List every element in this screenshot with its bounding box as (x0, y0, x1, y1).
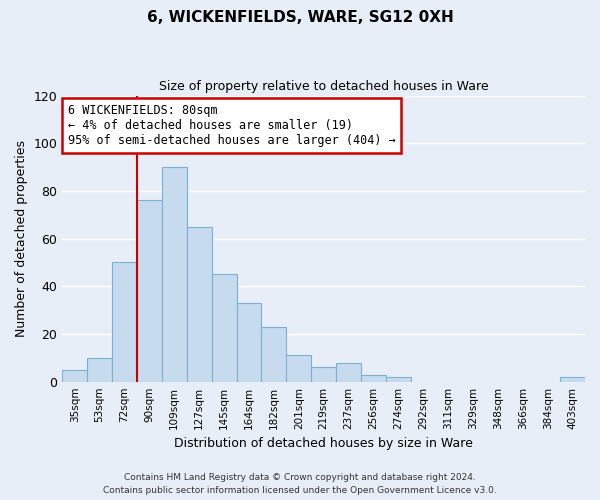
Bar (262, 327, 286, 382)
Title: Size of property relative to detached houses in Ware: Size of property relative to detached ho… (159, 80, 488, 93)
Bar (336, 362, 361, 382)
Bar (212, 274, 236, 382)
Bar (187, 226, 212, 382)
Bar (286, 356, 311, 382)
Bar (137, 200, 162, 382)
Bar (112, 262, 137, 382)
Bar (62, 370, 87, 382)
Text: 6 WICKENFIELDS: 80sqm
← 4% of detached houses are smaller (19)
95% of semi-detac: 6 WICKENFIELDS: 80sqm ← 4% of detached h… (68, 104, 395, 147)
Text: Contains HM Land Registry data © Crown copyright and database right 2024.
Contai: Contains HM Land Registry data © Crown c… (103, 474, 497, 495)
Bar (311, 368, 336, 382)
Bar (361, 374, 386, 382)
Text: 6, WICKENFIELDS, WARE, SG12 0XH: 6, WICKENFIELDS, WARE, SG12 0XH (146, 10, 454, 25)
Y-axis label: Number of detached properties: Number of detached properties (15, 140, 28, 337)
Bar (236, 303, 262, 382)
Bar (162, 167, 187, 382)
Bar (87, 358, 112, 382)
Bar (560, 377, 585, 382)
Bar (386, 377, 411, 382)
X-axis label: Distribution of detached houses by size in Ware: Distribution of detached houses by size … (174, 437, 473, 450)
